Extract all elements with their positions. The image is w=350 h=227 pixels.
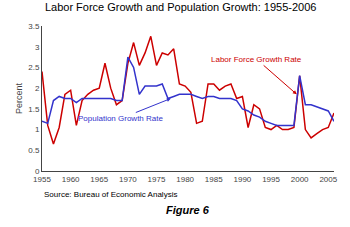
svg-text:Percent: Percent — [14, 82, 24, 114]
svg-text:1975: 1975 — [148, 175, 166, 184]
svg-text:2000: 2000 — [291, 175, 309, 184]
svg-text:Source: Bureau of Economic Ana: Source: Bureau of Economic Analysis — [44, 190, 177, 199]
svg-text:1990: 1990 — [233, 175, 251, 184]
svg-text:2005: 2005 — [319, 175, 337, 184]
svg-text:1995: 1995 — [262, 175, 280, 184]
svg-text:0: 0 — [35, 167, 40, 176]
svg-text:Figure 6: Figure 6 — [166, 204, 210, 216]
svg-text:1: 1 — [35, 125, 40, 134]
svg-text:1955: 1955 — [33, 175, 51, 184]
svg-text:3.5: 3.5 — [28, 22, 40, 31]
svg-text:Population Growth Rate: Population Growth Rate — [78, 114, 163, 123]
svg-text:1985: 1985 — [205, 175, 223, 184]
svg-text:1965: 1965 — [90, 175, 108, 184]
svg-text:2.5: 2.5 — [28, 63, 40, 72]
svg-text:1960: 1960 — [62, 175, 80, 184]
svg-text:1.5: 1.5 — [28, 105, 40, 114]
svg-text:1980: 1980 — [176, 175, 194, 184]
svg-text:3: 3 — [35, 43, 40, 52]
svg-text:1970: 1970 — [119, 175, 137, 184]
svg-text:Labor Force Growth Rate: Labor Force Growth Rate — [211, 55, 302, 64]
svg-text:Labor Force Growth and Populat: Labor Force Growth and Population Growth… — [45, 1, 317, 13]
svg-text:0.5: 0.5 — [28, 146, 40, 155]
svg-text:2: 2 — [35, 84, 40, 93]
